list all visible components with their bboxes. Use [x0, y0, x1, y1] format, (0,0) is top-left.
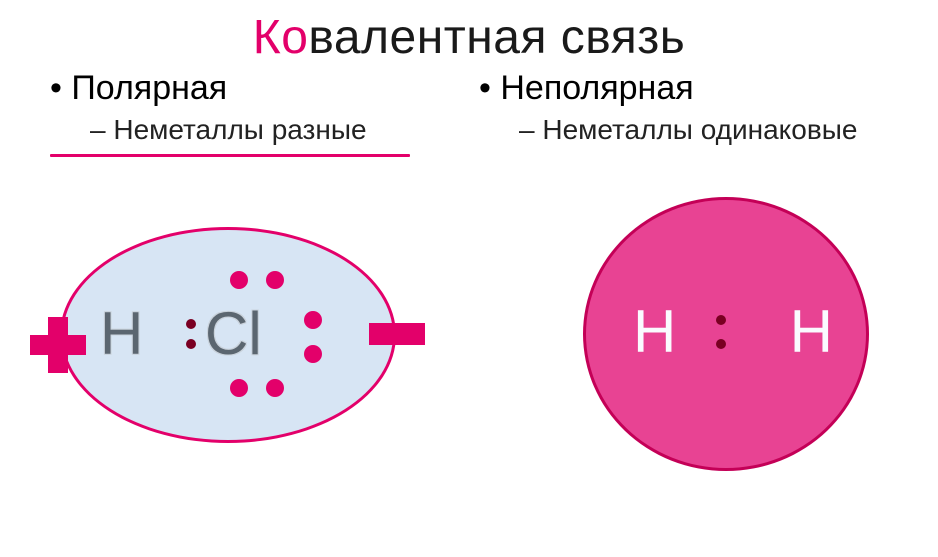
nonpolar-label-h2: H [790, 297, 833, 366]
diagram-area: H Cl H H [0, 187, 938, 467]
nonpolar-diagram: H H [558, 197, 888, 477]
minus-sign-icon [369, 323, 425, 345]
plus-sign-icon [30, 317, 86, 373]
polar-label-h: H [100, 299, 143, 368]
slide-root: { "colors": { "accent": "#e3006a", "titl… [0, 0, 938, 557]
slide-title: Ковалентная связь [0, 0, 938, 65]
right-sub: Неметаллы одинаковые [519, 114, 898, 146]
polar-diagram: H Cl [30, 227, 420, 447]
columns: Полярная Неметаллы разные Неполярная Нем… [0, 69, 938, 157]
polar-label-cl: Cl [205, 299, 262, 368]
right-heading: Неполярная [479, 69, 898, 108]
col-left: Полярная Неметаллы разные [40, 69, 469, 157]
nonpolar-label-h1: H [633, 297, 676, 366]
left-underline [50, 154, 410, 157]
col-right: Неполярная Неметаллы одинаковые [469, 69, 898, 157]
left-heading: Полярная [50, 69, 469, 108]
title-accent: Ко [253, 11, 309, 64]
left-sub: Неметаллы разные [90, 114, 469, 146]
title-rest: валентная связь [308, 11, 685, 64]
